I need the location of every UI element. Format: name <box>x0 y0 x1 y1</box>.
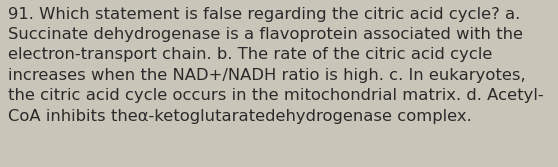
Text: 91. Which statement is false regarding the citric acid cycle? a.
Succinate dehyd: 91. Which statement is false regarding t… <box>8 7 544 124</box>
